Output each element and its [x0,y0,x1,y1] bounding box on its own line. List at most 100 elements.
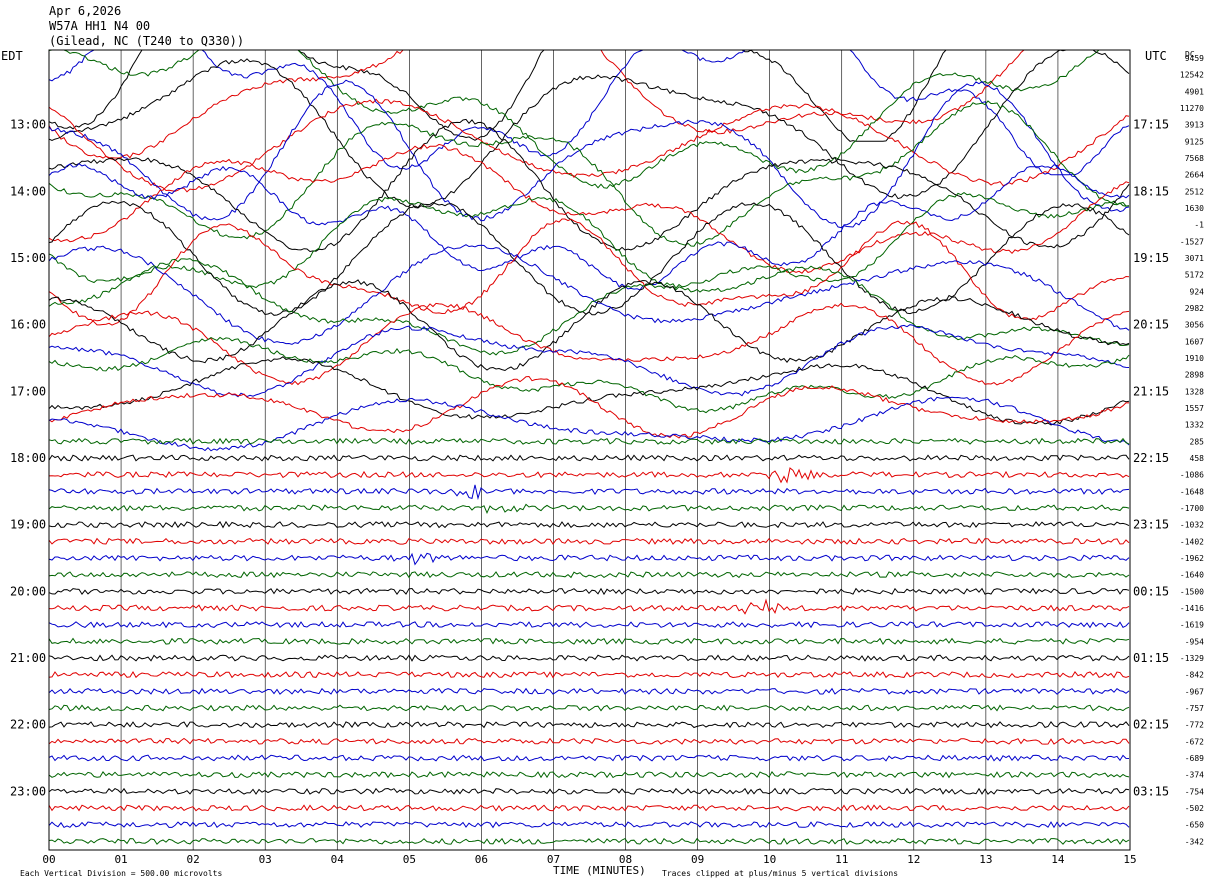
trace-line [48,118,1130,253]
dc-offset-label: 12542 [1180,71,1204,80]
utc-label: UTC [1145,49,1167,63]
dc-offset-label: -1619 [1180,621,1204,630]
utc-tick-label: 22:15 [1133,451,1169,465]
trace-line [48,100,1130,247]
header-date: Apr 6,2026 [49,4,121,18]
trace-line [48,356,1130,426]
dc-offset-label: 9459 [1185,54,1204,63]
trace-line [48,654,1130,662]
x-tick-label: 12 [907,853,920,866]
x-tick-label: 14 [1051,853,1065,866]
trace-line [48,704,1130,712]
dc-label: DC [1185,50,1195,59]
edt-tick-label: 19:00 [10,518,46,532]
x-tick-label: 13 [979,853,992,866]
x-tick-label: 00 [42,853,55,866]
dc-offset-label: 5172 [1185,271,1204,280]
trace-line [48,537,1130,545]
header-station: W57A HH1 N4 00 [49,19,150,33]
plot-grid [48,50,1131,850]
trace-line [48,336,1130,414]
trace-line [48,671,1130,679]
utc-tick-label: 20:15 [1133,318,1169,332]
dc-offset-label: -1700 [1180,504,1204,513]
trace-line [48,637,1130,646]
dc-offset-label: -754 [1185,787,1204,796]
dc-offset-label: -772 [1185,721,1204,730]
x-tick-label: 04 [331,853,345,866]
edt-tick-label: 21:00 [10,651,46,665]
trace-line [48,621,1130,629]
dc-offset-label: 1910 [1185,354,1204,363]
edt-tick-label: 22:00 [10,718,46,732]
trace-line [48,279,1130,372]
dc-offset-label: 1328 [1185,387,1204,396]
utc-tick-label: 01:15 [1133,651,1169,665]
utc-tick-label: 18:15 [1133,184,1169,198]
dc-offset-label: 2664 [1185,171,1204,180]
dc-offset-label: -1086 [1180,471,1204,480]
trace-line [48,804,1130,812]
dc-offset-label: -842 [1185,671,1204,680]
trace-line [48,571,1130,579]
dc-offset-label: 285 [1190,437,1205,446]
dc-offset-label: -967 [1185,687,1204,696]
trace-line [48,737,1130,745]
x-tick-label: 02 [187,853,200,866]
x-tick-label: 06 [475,853,488,866]
trace-line [48,258,1130,356]
x-tick-label: 10 [763,853,776,866]
trace-line [48,218,1130,326]
trace-line [48,552,1130,566]
axis-labels: 00 01 02 03 04 05 06 07 08 09 10 11 12 13 14 15 13:00 17:… [10,54,1204,866]
dc-offset-label: -502 [1185,804,1204,813]
seismic-traces [48,49,1130,845]
trace-line [48,49,1129,189]
utc-tick-label: 00:15 [1133,584,1169,598]
edt-tick-label: 23:00 [10,784,46,798]
trace-line [48,200,1130,316]
trace-line [48,79,1130,229]
utc-tick-label: 03:15 [1133,784,1169,798]
dc-offset-label: 924 [1190,287,1205,296]
x-tick-label: 07 [547,853,560,866]
x-tick-label: 01 [114,853,127,866]
dc-offset-label: -374 [1185,771,1204,780]
dc-offset-label: 2982 [1185,304,1204,313]
dc-offset-label: -757 [1185,704,1204,713]
dc-offset-label: -1527 [1180,237,1204,246]
dc-offset-label: 1630 [1185,204,1204,213]
edt-tick-label: 15:00 [10,251,46,265]
dc-offset-label: 7568 [1185,154,1204,163]
trace-line [48,598,1130,615]
edt-label: EDT [1,49,23,63]
trace-line [48,454,1130,462]
trace-line [48,49,1129,159]
trace-line [48,244,1130,345]
trace-line [48,821,1130,829]
trace-line [48,754,1130,762]
dc-offset-label: -689 [1185,754,1204,763]
trace-line [48,437,1130,445]
edt-tick-label: 17:00 [10,384,46,398]
dc-offset-label: 9125 [1185,137,1204,146]
trace-line [48,396,1130,452]
dc-offset-label: 3071 [1185,254,1204,263]
dc-offset-label: -1962 [1180,554,1204,563]
dc-offset-label: -1 [1194,221,1204,230]
dc-offset-label: 2512 [1185,187,1204,196]
trace-line [48,787,1130,795]
trace-line [48,520,1130,529]
trace-line [48,503,1130,515]
clip-note: Traces clipped at plus/minus 5 vertical … [662,869,898,878]
trace-line [48,302,1130,386]
dc-offset-label: -342 [1185,837,1204,846]
trace-line [48,143,1130,274]
trace-line [48,687,1130,695]
x-axis-label: TIME (MINUTES) [553,864,646,877]
trace-line [48,49,1129,142]
dc-offset-label: 4901 [1185,87,1204,96]
edt-tick-label: 14:00 [10,184,46,198]
trace-line [48,771,1130,779]
